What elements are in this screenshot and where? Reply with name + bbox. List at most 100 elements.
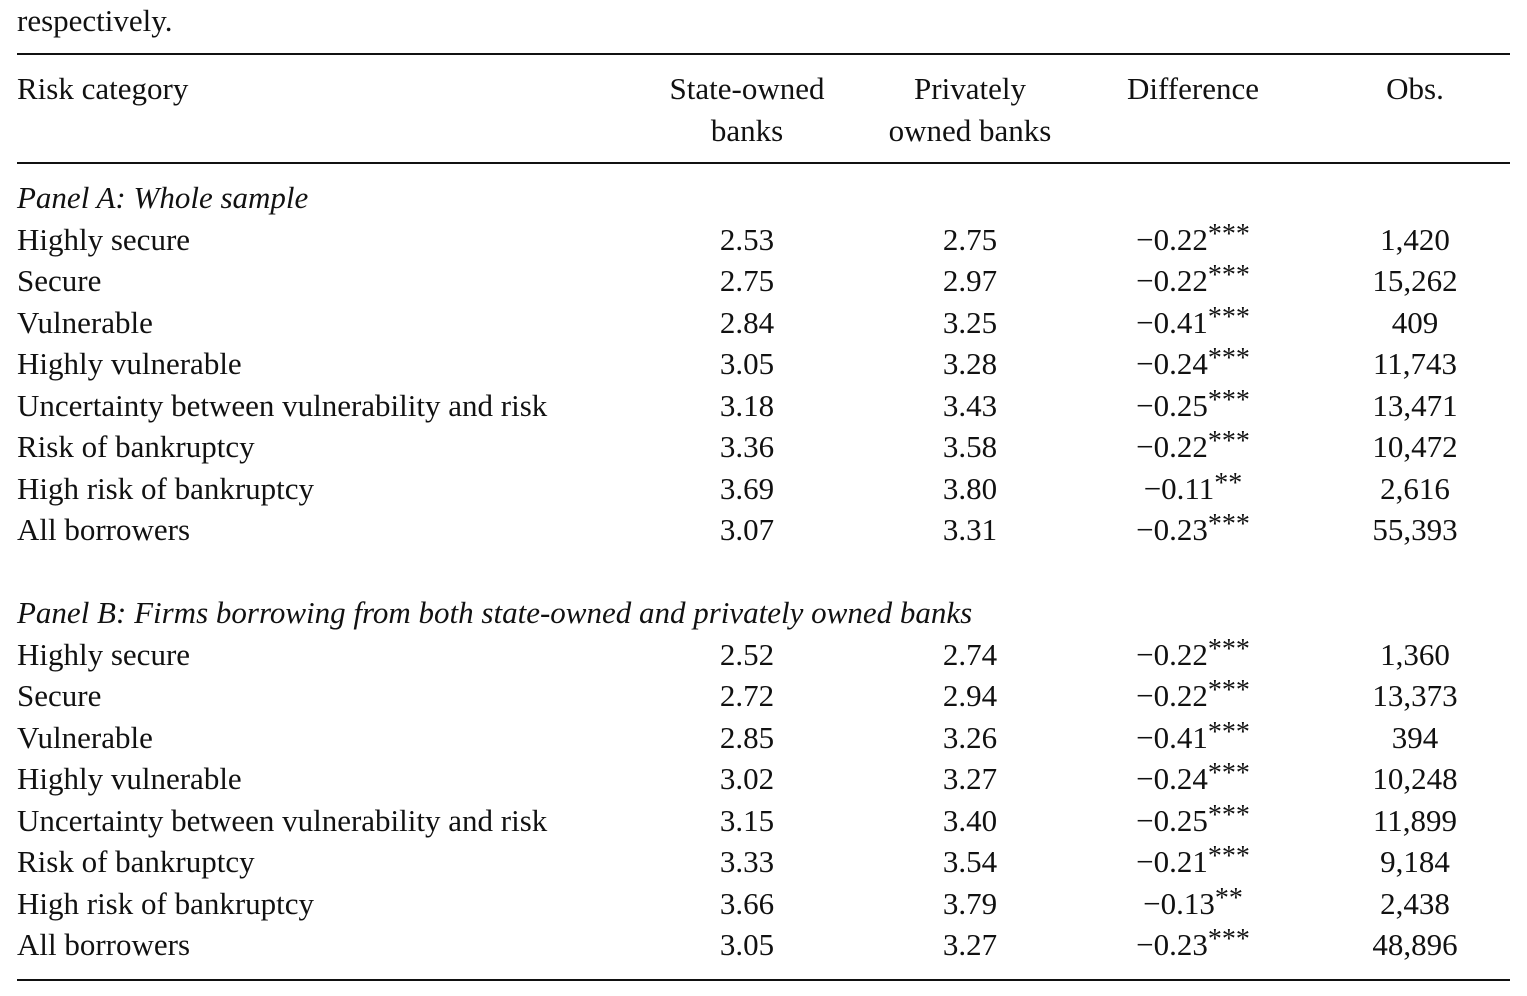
panel-title: Panel B: Firms borrowing from both state… <box>17 595 973 630</box>
privately-owned-cell: 3.27 <box>942 761 998 796</box>
privately-owned-cell: 3.27 <box>942 927 998 962</box>
risk-category-cell: Highly vulnerable <box>17 761 242 796</box>
privately-owned-cell: 3.58 <box>942 429 998 464</box>
risk-category-cell: All borrowers <box>17 512 191 547</box>
obs-cell: 13,471 <box>1372 387 1458 423</box>
privately-owned-cell: 3.28 <box>942 346 998 381</box>
table-row: All borrowers 3.05 3.27 −0.23*** 48,896 <box>0 924 1527 966</box>
header-risk-category: Risk category <box>17 71 189 106</box>
significance-stars: ** <box>1214 467 1243 499</box>
state-owned-cell: 3.36 <box>719 429 775 464</box>
header-state-owned-line1: State-owned <box>669 71 825 106</box>
significance-stars: *** <box>1207 260 1250 291</box>
difference-cell: −0.11** <box>1144 468 1243 512</box>
difference-cell: −0.24*** <box>1136 758 1250 802</box>
privately-owned-cell: 2.74 <box>942 636 998 672</box>
difference-value: −0.24 <box>1136 761 1208 796</box>
obs-cell: 48,896 <box>1372 927 1458 962</box>
table-row: Highly secure 2.53 2.75 −0.22*** 1,420 <box>0 219 1527 261</box>
risk-category-cell: Uncertainty between vulnerability and ri… <box>17 802 548 838</box>
difference-cell: −0.41*** <box>1136 302 1250 346</box>
difference-cell: −0.24*** <box>1136 343 1250 387</box>
obs-cell: 15,262 <box>1372 263 1458 298</box>
header-privately-owned-line1: Privately <box>914 71 1026 106</box>
privately-owned-cell: 3.31 <box>942 512 998 547</box>
obs-cell: 10,472 <box>1372 429 1458 464</box>
header-difference: Difference <box>1127 71 1259 106</box>
obs-cell: 9,184 <box>1380 844 1450 879</box>
table-row: High risk of bankruptcy 3.69 3.80 −0.11** 2,… <box>0 468 1527 510</box>
table-row: Highly vulnerable 3.02 3.27 −0.24*** 10,248 <box>0 758 1527 800</box>
difference-value: −0.22 <box>1136 263 1208 298</box>
difference-value: −0.22 <box>1136 429 1208 464</box>
header-state-owned-line2: banks <box>710 113 784 148</box>
state-owned-cell: 3.33 <box>719 844 775 879</box>
difference-value: −0.23 <box>1136 512 1208 547</box>
significance-stars: *** <box>1207 343 1250 374</box>
obs-cell: 13,373 <box>1372 678 1458 713</box>
significance-stars: *** <box>1207 426 1250 457</box>
state-owned-cell: 2.75 <box>719 263 775 298</box>
privately-owned-cell: 3.43 <box>942 387 998 423</box>
privately-owned-cell: 2.75 <box>942 221 998 257</box>
difference-cell: −0.23*** <box>1136 509 1250 553</box>
obs-cell: 10,248 <box>1372 761 1458 796</box>
difference-value: −0.21 <box>1136 844 1208 879</box>
table-row: High risk of bankruptcy 3.66 3.79 −0.13** 2,… <box>0 883 1527 925</box>
difference-cell: −0.22*** <box>1136 260 1250 304</box>
significance-stars: *** <box>1207 799 1250 831</box>
difference-value: −0.24 <box>1136 346 1208 381</box>
table-row: Risk of bankruptcy 3.36 3.58 −0.22*** 10,472 <box>0 426 1527 468</box>
difference-cell: −0.22*** <box>1136 675 1250 719</box>
significance-stars: *** <box>1207 924 1250 955</box>
state-owned-cell: 3.18 <box>719 387 775 423</box>
privately-owned-cell: 3.26 <box>942 719 998 755</box>
state-owned-cell: 3.66 <box>719 885 775 921</box>
state-owned-cell: 3.05 <box>719 927 775 962</box>
privately-owned-cell: 2.97 <box>942 263 998 298</box>
state-owned-cell: 2.53 <box>719 221 775 257</box>
table-bottom-rule <box>17 979 1510 981</box>
privately-owned-cell: 3.79 <box>942 885 998 921</box>
difference-cell: −0.41*** <box>1136 717 1250 761</box>
difference-cell: −0.22*** <box>1136 426 1250 470</box>
difference-value: −0.22 <box>1136 636 1208 672</box>
table-row: Highly secure 2.52 2.74 −0.22*** 1,360 <box>0 634 1527 676</box>
difference-value: −0.41 <box>1136 719 1208 755</box>
header-obs: Obs. <box>1386 71 1444 106</box>
risk-category-cell: Risk of bankruptcy <box>17 844 255 879</box>
state-owned-cell: 3.07 <box>719 512 775 547</box>
risk-category-cell: Vulnerable <box>17 719 153 755</box>
obs-cell: 55,393 <box>1372 512 1458 547</box>
risk-category-cell: Highly vulnerable <box>17 346 242 381</box>
table-row: Vulnerable 2.84 3.25 −0.41*** 409 <box>0 302 1527 344</box>
table-row: Uncertainty between vulnerability and ri… <box>0 800 1527 842</box>
difference-value: −0.11 <box>1143 470 1215 506</box>
risk-category-cell: Secure <box>17 678 102 713</box>
difference-value: −0.23 <box>1136 927 1208 962</box>
difference-value: −0.25 <box>1136 387 1208 423</box>
obs-cell: 1,360 <box>1380 636 1450 672</box>
significance-stars: *** <box>1207 509 1250 540</box>
risk-category-cell: High risk of bankruptcy <box>17 470 315 506</box>
difference-cell: −0.25*** <box>1136 800 1250 844</box>
privately-owned-cell: 3.40 <box>942 802 998 838</box>
obs-cell: 2,616 <box>1380 470 1450 506</box>
significance-stars: *** <box>1207 218 1250 250</box>
table-row: Highly vulnerable 3.05 3.28 −0.24*** 11,743 <box>0 343 1527 385</box>
state-owned-cell: 3.05 <box>719 346 775 381</box>
risk-category-cell: Uncertainty between vulnerability and ri… <box>17 387 548 423</box>
difference-cell: −0.21*** <box>1136 841 1250 885</box>
table-row: Secure 2.72 2.94 −0.22*** 13,373 <box>0 675 1527 717</box>
risk-category-cell: Secure <box>17 263 102 298</box>
difference-cell: −0.25*** <box>1136 385 1250 429</box>
table-row: Secure 2.75 2.97 −0.22*** 15,262 <box>0 260 1527 302</box>
table-top-rule <box>17 53 1510 55</box>
risk-category-cell: Vulnerable <box>17 304 153 340</box>
difference-value: −0.22 <box>1136 678 1208 713</box>
significance-stars: *** <box>1207 758 1250 789</box>
header-privately-owned: Privately owned banks <box>889 68 1052 152</box>
state-owned-cell: 2.72 <box>719 678 775 713</box>
state-owned-cell: 3.69 <box>719 470 775 506</box>
difference-cell: −0.13** <box>1143 883 1243 927</box>
